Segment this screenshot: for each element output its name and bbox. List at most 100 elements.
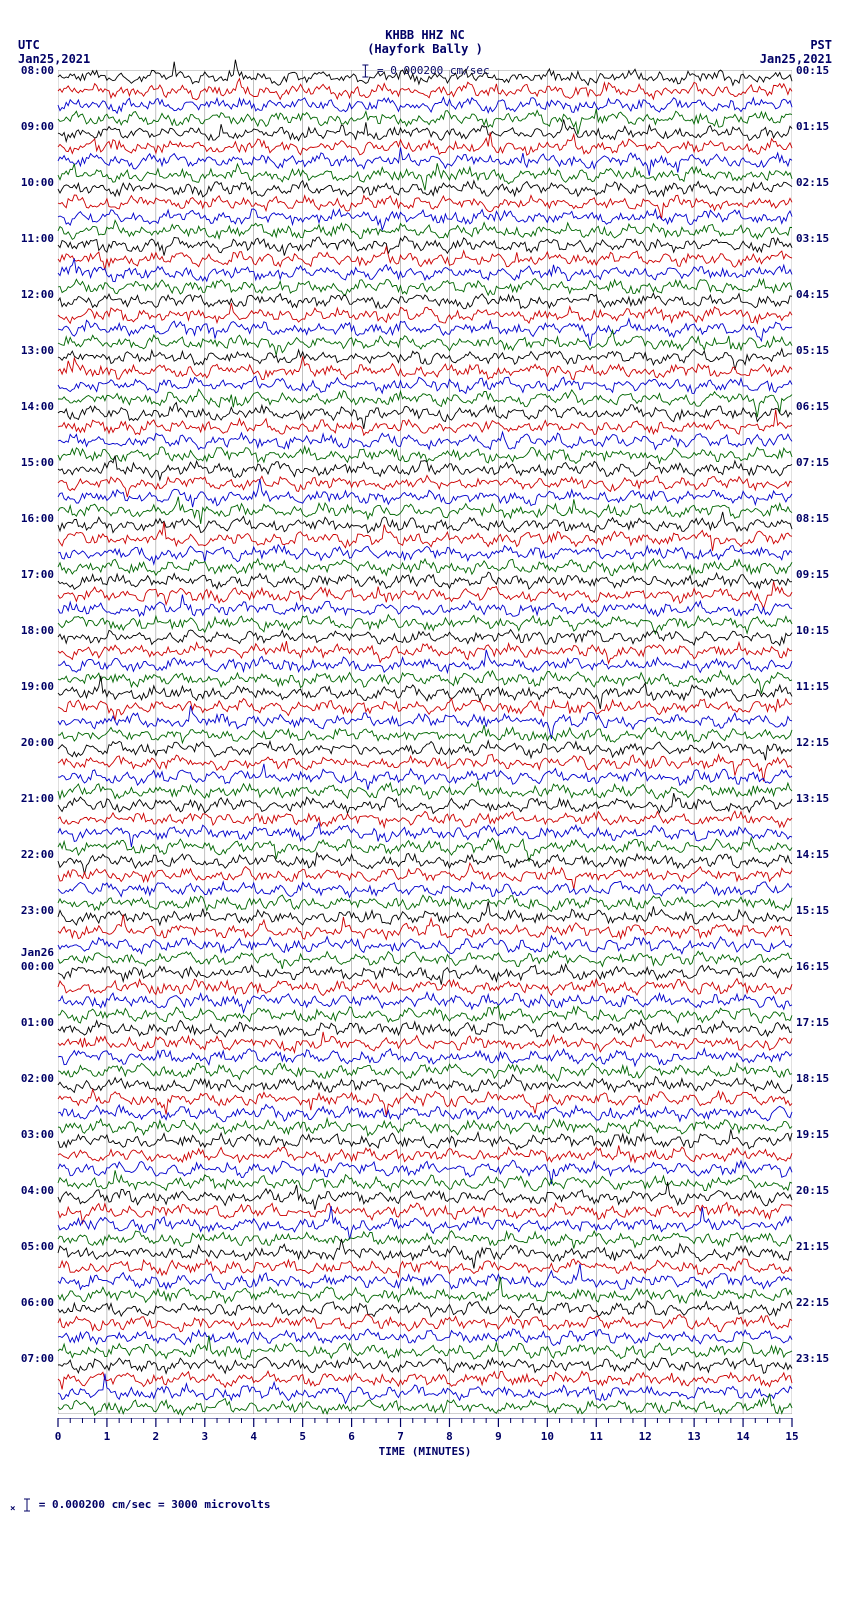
- waveform-strip: [58, 1288, 792, 1302]
- waveform-strip: [58, 882, 792, 896]
- trace-row: 20:0012:15: [10, 742, 840, 756]
- utc-tz-label: UTC: [18, 38, 90, 52]
- x-axis: TIME (MINUTES) 0123456789101112131415: [10, 1418, 840, 1458]
- waveform-strip: [58, 322, 792, 336]
- waveform-strip: [58, 1372, 792, 1386]
- trace-row: 11:0003:15: [10, 238, 840, 252]
- trace-row: [10, 616, 840, 630]
- waveform-strip: [58, 518, 792, 532]
- waveform-strip: [58, 434, 792, 448]
- utc-time-label: 02:00: [10, 1072, 54, 1085]
- svg-text:12: 12: [639, 1430, 652, 1443]
- pst-tz-label: PST: [760, 38, 832, 52]
- trace-row: 03:0019:15: [10, 1134, 840, 1148]
- trace-row: [10, 532, 840, 546]
- waveform-strip: [58, 1092, 792, 1106]
- waveform-strip: [58, 812, 792, 826]
- pst-time-label: 12:15: [796, 736, 840, 749]
- utc-time-label: 03:00: [10, 1128, 54, 1141]
- waveform-strip: [58, 672, 792, 686]
- trace-row: [10, 1400, 840, 1414]
- utc-time-label: 01:00: [10, 1016, 54, 1029]
- pst-time-label: 06:15: [796, 400, 840, 413]
- trace-row: 19:0011:15: [10, 686, 840, 700]
- waveform-strip: [58, 1330, 792, 1344]
- trace-row: 04:0020:15: [10, 1190, 840, 1204]
- utc-time-label: 18:00: [10, 624, 54, 637]
- waveform-strip: [58, 896, 792, 910]
- trace-row: 10:0002:15: [10, 182, 840, 196]
- utc-time-label: 23:00: [10, 904, 54, 917]
- trace-row: [10, 168, 840, 182]
- trace-row: [10, 336, 840, 350]
- trace-row: [10, 560, 840, 574]
- waveform-strip: [58, 112, 792, 126]
- waveform-strip: [58, 420, 792, 434]
- svg-text:10: 10: [541, 1430, 554, 1443]
- svg-text:13: 13: [688, 1430, 701, 1443]
- trace-row: 14:0006:15: [10, 406, 840, 420]
- pst-time-label: 10:15: [796, 624, 840, 637]
- trace-row: [10, 364, 840, 378]
- waveform-strip: [58, 532, 792, 546]
- trace-row: 07:0023:15: [10, 1358, 840, 1372]
- waveform-strip: [58, 1148, 792, 1162]
- waveform-strip: [58, 1386, 792, 1400]
- trace-row: [10, 840, 840, 854]
- waveform-strip: [58, 924, 792, 938]
- utc-time-label: 13:00: [10, 344, 54, 357]
- trace-row: [10, 994, 840, 1008]
- trace-row: [10, 714, 840, 728]
- utc-time-label: 11:00: [10, 232, 54, 245]
- trace-row: [10, 98, 840, 112]
- waveform-strip: [58, 1064, 792, 1078]
- trace-row: [10, 434, 840, 448]
- trace-row: [10, 700, 840, 714]
- trace-row: [10, 476, 840, 490]
- plot-area: 08:0000:1509:0001:1510:0002:1511:0003:15…: [10, 70, 840, 1414]
- waveform-strip: [58, 266, 792, 280]
- waveform-strip: [58, 728, 792, 742]
- trace-row: [10, 1148, 840, 1162]
- waveform-strip: [58, 336, 792, 350]
- header-right: PST Jan25,2021: [760, 38, 832, 66]
- trace-row: 15:0007:15: [10, 462, 840, 476]
- trace-row: [10, 812, 840, 826]
- waveform-strip: [58, 364, 792, 378]
- waveform-strip: [58, 714, 792, 728]
- utc-time-label: 22:00: [10, 848, 54, 861]
- trace-row: [10, 252, 840, 266]
- trace-row: [10, 546, 840, 560]
- trace-row: [10, 1344, 840, 1358]
- trace-row: [10, 1260, 840, 1274]
- pst-time-label: 19:15: [796, 1128, 840, 1141]
- trace-row: [10, 952, 840, 966]
- trace-row: [10, 1036, 840, 1050]
- svg-text:11: 11: [590, 1430, 604, 1443]
- waveform-strip: [58, 770, 792, 784]
- trace-row: [10, 308, 840, 322]
- svg-text:3: 3: [201, 1430, 208, 1443]
- waveform-strip: [58, 1344, 792, 1358]
- pst-time-label: 05:15: [796, 344, 840, 357]
- waveform-strip: [58, 588, 792, 602]
- utc-time-label: 19:00: [10, 680, 54, 693]
- waveform-strip: [58, 462, 792, 476]
- trace-row: [10, 728, 840, 742]
- waveform-strip: [58, 686, 792, 700]
- waveform-strip: [58, 1120, 792, 1134]
- pst-time-label: 01:15: [796, 120, 840, 133]
- trace-row: [10, 1176, 840, 1190]
- pst-time-label: 15:15: [796, 904, 840, 917]
- waveform-strip: [58, 378, 792, 392]
- utc-time-label: 04:00: [10, 1184, 54, 1197]
- waveform-strip: [58, 784, 792, 798]
- trace-row: [10, 924, 840, 938]
- trace-row: 13:0005:15: [10, 350, 840, 364]
- pst-time-label: 03:15: [796, 232, 840, 245]
- trace-row: [10, 644, 840, 658]
- utc-time-label: 12:00: [10, 288, 54, 301]
- utc-time-label: 05:00: [10, 1240, 54, 1253]
- trace-row: [10, 210, 840, 224]
- waveform-strip: [58, 140, 792, 154]
